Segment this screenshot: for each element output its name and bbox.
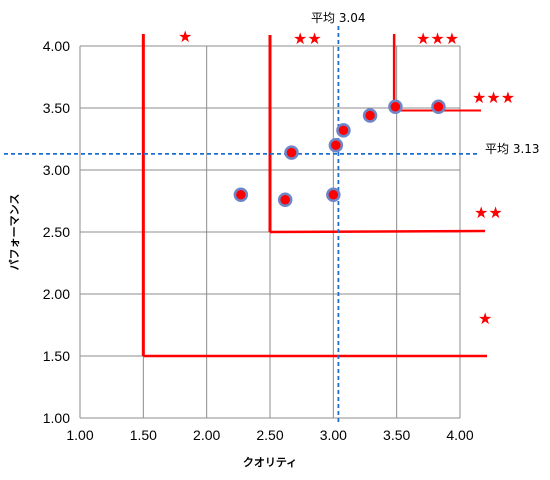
- x-tick-labels: 1.00 1.50 2.00 2.50 3.00 3.50 4.00: [66, 427, 473, 443]
- data-point: [233, 187, 249, 203]
- x-tick-label: 3.50: [383, 427, 410, 443]
- star-label-zone3-top: ★★★: [416, 29, 459, 48]
- y-tick-label: 1.00: [43, 410, 70, 426]
- mean-x-label: 平均 3.04: [311, 11, 366, 25]
- data-point: [277, 192, 293, 208]
- y-tick-label: 2.00: [43, 286, 70, 302]
- y-tick-labels: 1.00 1.50 2.00 2.50 3.00 3.50 4.00: [43, 38, 70, 426]
- rating-zones: [141, 34, 487, 358]
- mean-lines: [4, 26, 480, 422]
- data-point: [336, 123, 351, 138]
- star-label-zone1-right: ★: [478, 309, 492, 328]
- zone-boundary-horizontal: [269, 229, 486, 234]
- data-point: [326, 187, 341, 203]
- star-label-zone2-right: ★★: [474, 203, 503, 222]
- data-point: [362, 108, 378, 123]
- star-label-zone2-top: ★★: [293, 29, 322, 48]
- x-tick-label: 1.50: [130, 427, 157, 443]
- data-point: [328, 137, 344, 153]
- data-point: [388, 99, 403, 115]
- x-axis-label: クオリティ: [243, 456, 297, 469]
- x-tick-label: 3.00: [320, 427, 347, 443]
- y-tick-label: 3.50: [43, 100, 70, 116]
- x-tick-label: 2.00: [193, 427, 220, 443]
- y-tick-label: 2.50: [43, 224, 70, 240]
- data-point: [431, 99, 446, 115]
- mean-y-label: 平均 3.13: [485, 142, 540, 156]
- star-label-zone1-top: ★: [178, 27, 192, 46]
- x-tick-label: 2.50: [256, 427, 283, 443]
- y-axis-label: パフォーマンス: [8, 194, 21, 271]
- x-tick-label: 1.00: [66, 427, 93, 443]
- data-points: [233, 99, 446, 208]
- y-tick-label: 3.00: [43, 162, 70, 178]
- y-tick-label: 1.50: [43, 348, 70, 364]
- data-point: [284, 145, 299, 160]
- y-tick-label: 4.00: [43, 38, 70, 54]
- star-label-zone3-right: ★★★: [472, 88, 515, 107]
- x-tick-label: 4.00: [446, 427, 473, 443]
